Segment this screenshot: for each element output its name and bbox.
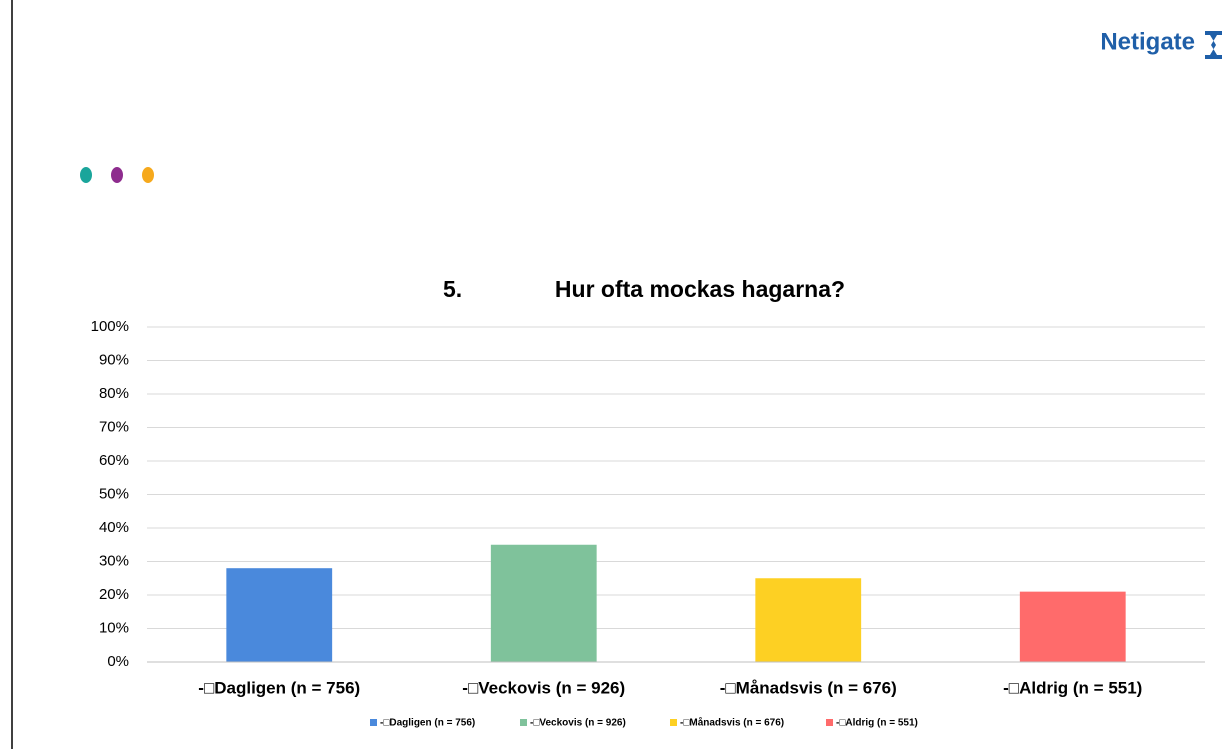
logo-icon xyxy=(1205,31,1222,59)
y-tick-label: 0% xyxy=(107,653,129,670)
dot xyxy=(142,167,154,183)
dot xyxy=(111,167,123,183)
legend-swatch xyxy=(826,719,833,726)
x-tick-label: -□Månadsvis (n = 676) xyxy=(720,678,897,697)
y-tick-label: 60% xyxy=(99,452,129,469)
legend-swatch xyxy=(670,719,677,726)
y-tick-label: 80% xyxy=(99,385,129,402)
y-tick-label: 40% xyxy=(99,519,129,536)
legend-label: -□Veckovis (n = 926) xyxy=(530,718,626,729)
y-tick-label: 10% xyxy=(99,619,129,636)
bar xyxy=(1019,591,1126,662)
bar xyxy=(226,568,333,662)
y-tick-label: 30% xyxy=(99,552,129,569)
chart-title: Hur ofta mockas hagarna? xyxy=(555,276,845,302)
y-tick-label: 20% xyxy=(99,586,129,603)
legend-swatch xyxy=(520,719,527,726)
x-tick-label: -□Veckovis (n = 926) xyxy=(462,678,625,697)
y-tick-label: 90% xyxy=(99,351,129,368)
legend-label: -□Dagligen (n = 756) xyxy=(380,718,475,729)
logo-text: Netigate xyxy=(1100,28,1195,55)
bar xyxy=(755,578,862,662)
y-tick-label: 100% xyxy=(91,318,129,335)
legend-label: -□Aldrig (n = 551) xyxy=(836,718,918,729)
title-number: 5. xyxy=(443,276,462,302)
x-tick-label: -□Aldrig (n = 551) xyxy=(1003,678,1142,697)
x-tick-label: -□Dagligen (n = 756) xyxy=(198,678,360,697)
y-tick-label: 70% xyxy=(99,418,129,435)
dot xyxy=(80,167,92,183)
y-tick-label: 50% xyxy=(99,485,129,502)
legend-swatch xyxy=(370,719,377,726)
bar xyxy=(490,544,597,662)
legend-label: -□Månadsvis (n = 676) xyxy=(680,717,784,729)
